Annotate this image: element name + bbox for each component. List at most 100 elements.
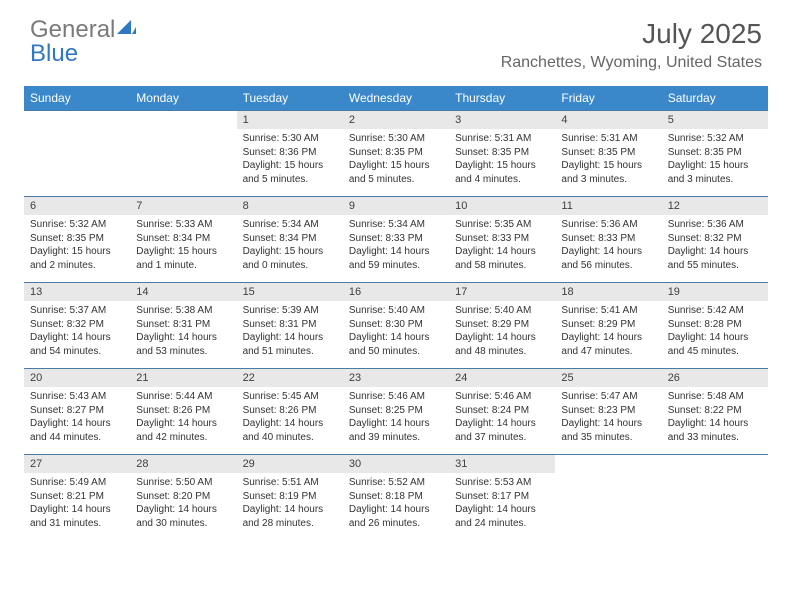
sunset-text: Sunset: 8:22 PM [668,404,762,418]
sunset-text: Sunset: 8:20 PM [136,490,230,504]
daynum-cell: 15 [237,283,343,302]
daydata-cell: Sunrise: 5:32 AMSunset: 8:35 PMDaylight:… [24,215,130,283]
sunrise-text: Sunrise: 5:49 AM [30,476,124,490]
daydata-row: Sunrise: 5:37 AMSunset: 8:32 PMDaylight:… [24,301,768,369]
sunset-text: Sunset: 8:35 PM [30,232,124,246]
daynum-cell: 7 [130,197,236,216]
daynum-row: 20212223242526 [24,369,768,388]
brand-text-2: Blue [30,40,78,67]
daydata-cell: Sunrise: 5:30 AMSunset: 8:36 PMDaylight:… [237,129,343,197]
daydata-cell: Sunrise: 5:45 AMSunset: 8:26 PMDaylight:… [237,387,343,455]
sunrise-text: Sunrise: 5:43 AM [30,390,124,404]
sunset-text: Sunset: 8:32 PM [30,318,124,332]
sunrise-text: Sunrise: 5:47 AM [561,390,655,404]
daynum-cell: 25 [555,369,661,388]
daydata-cell: Sunrise: 5:36 AMSunset: 8:33 PMDaylight:… [555,215,661,283]
daynum-cell: 20 [24,369,130,388]
daynum-cell: 17 [449,283,555,302]
daylight-text: Daylight: 15 hours and 1 minute. [136,245,230,272]
sunset-text: Sunset: 8:23 PM [561,404,655,418]
daynum-cell: 31 [449,455,555,474]
daydata-row: Sunrise: 5:30 AMSunset: 8:36 PMDaylight:… [24,129,768,197]
daylight-text: Daylight: 14 hours and 35 minutes. [561,417,655,444]
daynum-cell [662,455,768,474]
sunset-text: Sunset: 8:35 PM [455,146,549,160]
sunset-text: Sunset: 8:31 PM [136,318,230,332]
daylight-text: Daylight: 14 hours and 53 minutes. [136,331,230,358]
sunrise-text: Sunrise: 5:46 AM [455,390,549,404]
daydata-row: Sunrise: 5:32 AMSunset: 8:35 PM Daylight:… [24,215,768,283]
daydata-cell: Sunrise: 5:47 AMSunset: 8:23 PMDaylight:… [555,387,661,455]
daynum-cell: 9 [343,197,449,216]
sunset-text: Sunset: 8:30 PM [349,318,443,332]
daynum-cell: 10 [449,197,555,216]
sunrise-text: Sunrise: 5:45 AM [243,390,337,404]
daynum-cell: 6 [24,197,130,216]
daydata-row: Sunrise: 5:49 AMSunset: 8:21 PMDaylight:… [24,473,768,540]
sunrise-text: Sunrise: 5:31 AM [561,132,655,146]
sunrise-text: Sunrise: 5:34 AM [349,218,443,232]
daydata-cell: Sunrise: 5:44 AMSunset: 8:26 PMDaylight:… [130,387,236,455]
title-block: July 2025 Ranchettes, Wyoming, United St… [501,18,762,72]
daynum-cell: 30 [343,455,449,474]
dow-cell: Thursday [449,86,555,111]
daynum-cell: 14 [130,283,236,302]
sunrise-text: Sunrise: 5:32 AM [30,218,124,232]
dow-cell: Friday [555,86,661,111]
sunrise-text: Sunrise: 5:36 AM [668,218,762,232]
daydata-cell [662,473,768,540]
daydata-cell: Sunrise: 5:50 AMSunset: 8:20 PMDaylight:… [130,473,236,540]
sunrise-text: Sunrise: 5:37 AM [30,304,124,318]
dow-cell: Tuesday [237,86,343,111]
daylight-text: Daylight: 14 hours and 37 minutes. [455,417,549,444]
dow-cell: Sunday [24,86,130,111]
sunrise-text: Sunrise: 5:42 AM [668,304,762,318]
daylight-text: Daylight: 14 hours and 40 minutes. [243,417,337,444]
daydata-cell [24,129,130,197]
daydata-cell: Sunrise: 5:46 AMSunset: 8:25 PMDaylight:… [343,387,449,455]
sunset-text: Sunset: 8:26 PM [243,404,337,418]
daynum-row: 6789101112 [24,197,768,216]
daydata-cell: Sunrise: 5:34 AMSunset: 8:34 PMDaylight:… [237,215,343,283]
daylight-text: Daylight: 15 hours and 3 minutes. [668,159,762,186]
daynum-cell: 13 [24,283,130,302]
daylight-text: Daylight: 14 hours and 58 minutes. [455,245,549,272]
sunrise-text: Sunrise: 5:46 AM [349,390,443,404]
daydata-cell: Sunrise: 5:31 AMSunset: 8:35 PMDaylight:… [449,129,555,197]
daynum-cell: 5 [662,111,768,130]
daylight-text: Daylight: 15 hours and 3 minutes. [561,159,655,186]
daylight-text: Daylight: 15 hours and 4 minutes. [455,159,549,186]
sunset-text: Sunset: 8:19 PM [243,490,337,504]
sunset-text: Sunset: 8:24 PM [455,404,549,418]
daynum-cell: 11 [555,197,661,216]
sunset-text: Sunset: 8:33 PM [455,232,549,246]
sunrise-text: Sunrise: 5:36 AM [561,218,655,232]
daynum-cell: 29 [237,455,343,474]
location-text: Ranchettes, Wyoming, United States [501,54,762,72]
daydata-cell: Sunrise: 5:32 AMSunset: 8:35 PMDaylight:… [662,129,768,197]
daydata-cell: Sunrise: 5:40 AMSunset: 8:29 PMDaylight:… [449,301,555,369]
sunset-text: Sunset: 8:31 PM [243,318,337,332]
sunset-text: Sunset: 8:35 PM [349,146,443,160]
daylight-text: Daylight: 14 hours and 39 minutes. [349,417,443,444]
daylight-text: Daylight: 14 hours and 48 minutes. [455,331,549,358]
sunset-text: Sunset: 8:32 PM [668,232,762,246]
daylight-text: Daylight: 14 hours and 55 minutes. [668,245,762,272]
sunset-text: Sunset: 8:26 PM [136,404,230,418]
daynum-row: 12345 [24,111,768,130]
daynum-row: 2728293031 [24,455,768,474]
daynum-cell: 22 [237,369,343,388]
daydata-cell: Sunrise: 5:43 AMSunset: 8:27 PMDaylight:… [24,387,130,455]
daylight-text: Daylight: 14 hours and 33 minutes. [668,417,762,444]
daynum-cell [130,111,236,130]
daylight-text: Daylight: 14 hours and 54 minutes. [30,331,124,358]
calendar-body: SundayMondayTuesdayWednesdayThursdayFrid… [24,86,768,540]
daylight-text: Daylight: 15 hours and 5 minutes. [243,159,337,186]
daydata-cell: Sunrise: 5:36 AMSunset: 8:32 PMDaylight:… [662,215,768,283]
sunrise-text: Sunrise: 5:41 AM [561,304,655,318]
sunrise-text: Sunrise: 5:32 AM [668,132,762,146]
daylight-text: Daylight: 14 hours and 26 minutes. [349,503,443,530]
sunrise-text: Sunrise: 5:34 AM [243,218,337,232]
daydata-cell: Sunrise: 5:51 AMSunset: 8:19 PMDaylight:… [237,473,343,540]
daydata-cell: Sunrise: 5:30 AMSunset: 8:35 PMDaylight:… [343,129,449,197]
